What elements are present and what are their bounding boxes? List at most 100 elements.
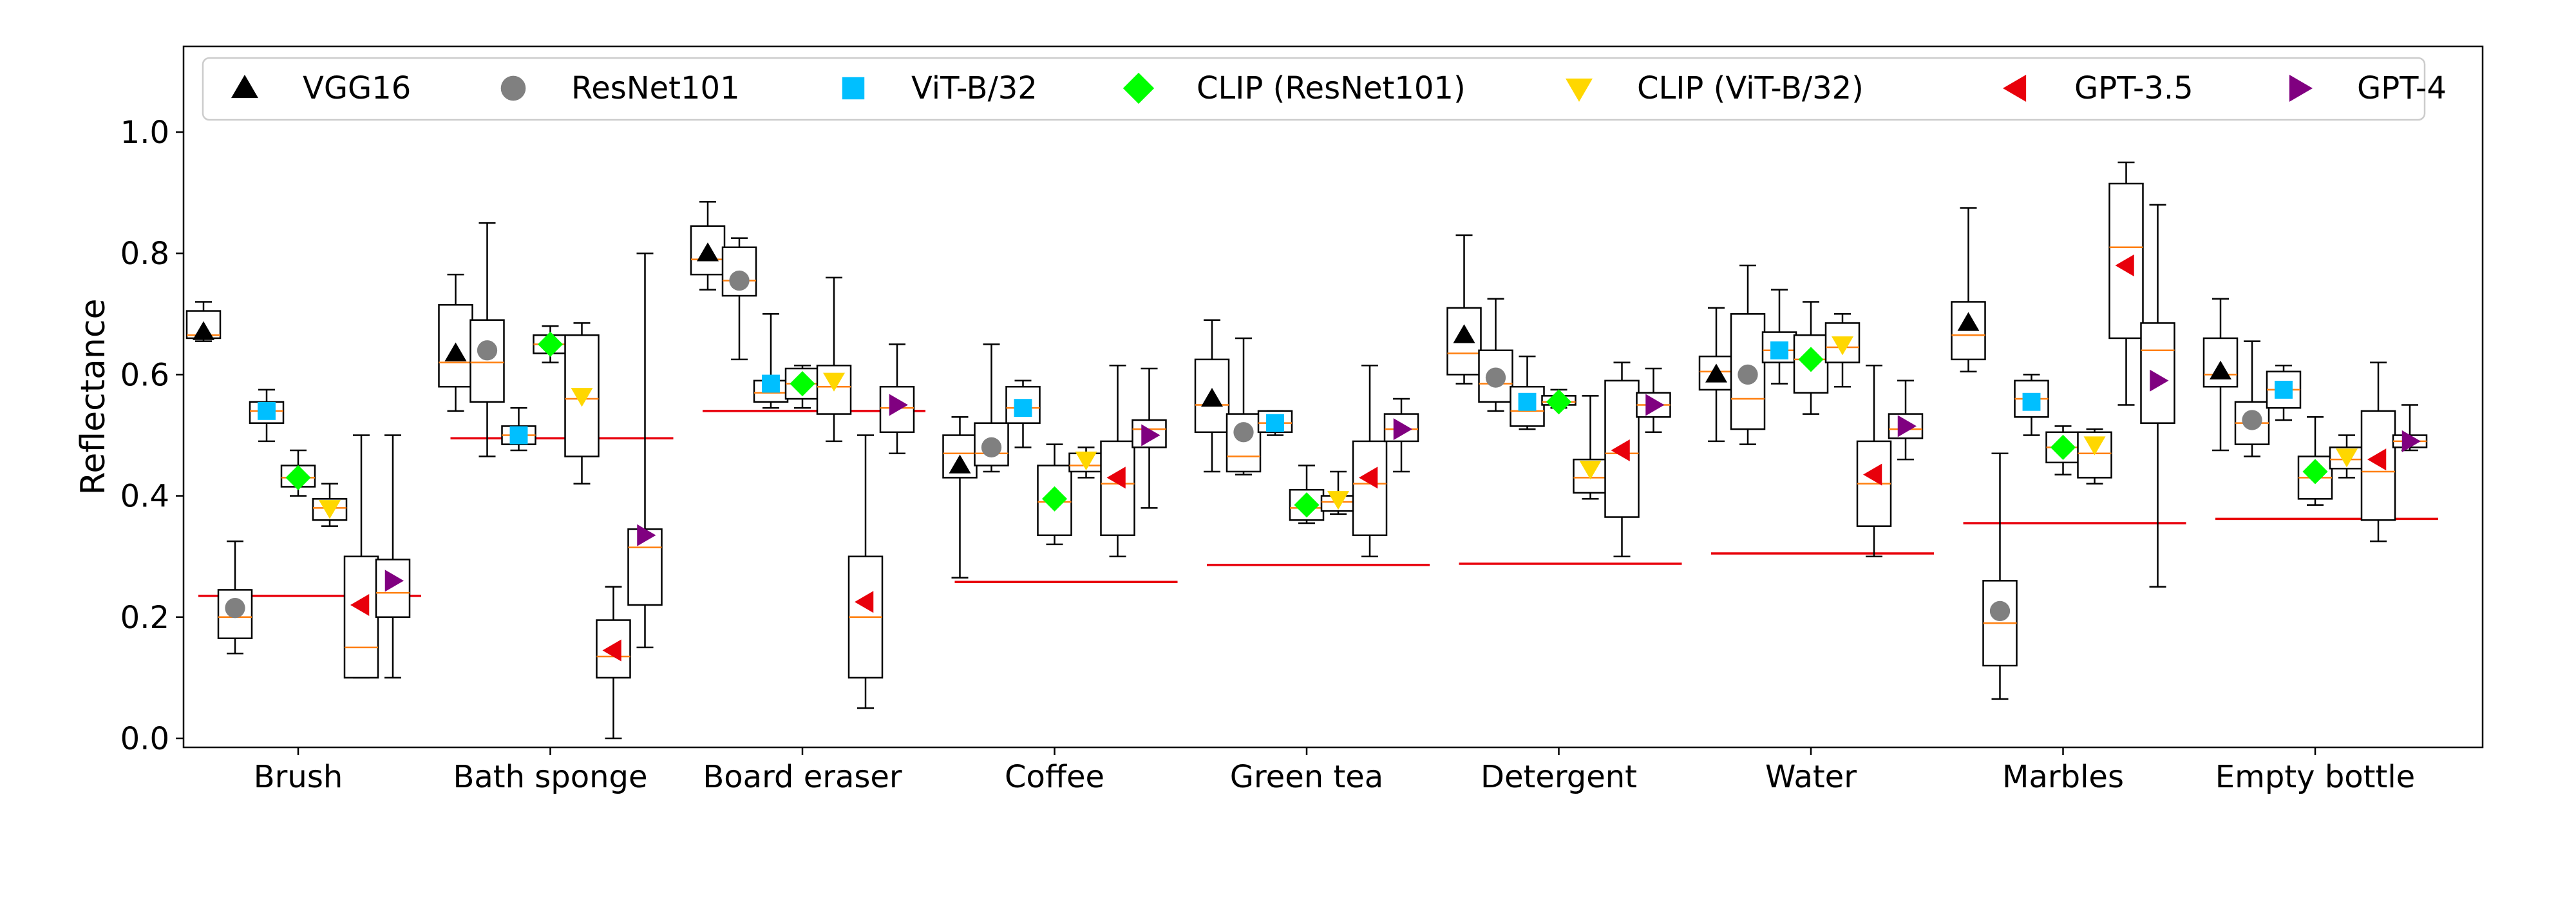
box-body: [2140, 322, 2175, 424]
x-tick-label: Brush: [254, 759, 343, 795]
legend-frame: [202, 57, 2426, 121]
marker-vit-b-32: [762, 374, 780, 393]
legend-marker-vgg16: [231, 75, 258, 99]
box-body: [469, 319, 505, 403]
marker-vgg16: [1453, 324, 1475, 343]
x-tick-label: Water: [1765, 759, 1857, 795]
marker-vit-b-32: [1518, 392, 1537, 411]
marker-clip-resnet101: [537, 331, 564, 357]
marker-vgg16: [193, 321, 214, 340]
y-tick-label: 0.6: [120, 357, 169, 393]
x-tick-label: Detergent: [1481, 759, 1637, 795]
legend: VGG16 ResNet101 ViT-B/32 CLIP (ResNet101) CL…: [202, 57, 2447, 121]
marker-clip-vit-b-32: [319, 500, 341, 519]
marker-vgg16: [1201, 388, 1223, 407]
plot-area: [185, 161, 2438, 740]
x-tick-label: Coffee: [1005, 759, 1104, 795]
legend-label: CLIP (ViT-B/32): [1637, 70, 1864, 106]
marker-gpt-4: [1393, 418, 1412, 441]
marker-vgg16: [1957, 312, 1980, 331]
legend-marker-clip-resnet101: [1122, 72, 1155, 104]
legend-label: VGG16: [303, 70, 411, 106]
box-resnet101: [1478, 298, 1513, 412]
marker-clip-resnet101: [790, 370, 815, 397]
box-gpt-3-5: [848, 434, 884, 709]
legend-marker-gpt-3-5: [2003, 75, 2027, 102]
box-gpt-4: [627, 252, 663, 649]
marker-vit-b-32: [1770, 341, 1788, 360]
marker-gpt-3-5: [1611, 439, 1630, 462]
marker-resnet101: [2242, 410, 2262, 430]
box-body: [1478, 349, 1513, 403]
marker-resnet101: [477, 340, 498, 361]
marker-clip-resnet101: [1546, 389, 1572, 415]
marker-vit-b-32: [2022, 392, 2041, 411]
marker-clip-vit-b-32: [823, 372, 845, 392]
marker-clip-resnet101: [285, 465, 311, 490]
box-body: [627, 528, 663, 606]
x-tick-label: Empty bottle: [2215, 759, 2415, 795]
box-vit-b-32: [2014, 374, 2049, 436]
marker-clip-vit-b-32: [571, 388, 593, 407]
box-body: [1226, 413, 1262, 473]
box-gpt-3-5: [1856, 365, 1892, 557]
legend-marker-clip-vit-b-32: [1566, 78, 1593, 102]
marker-clip-resnet101: [2302, 459, 2328, 485]
marker-resnet101: [729, 270, 750, 291]
marker-gpt-4: [1645, 394, 1665, 416]
legend-marker-gpt-4: [2289, 75, 2313, 102]
box-resnet101: [469, 222, 505, 457]
marker-gpt-4: [384, 570, 404, 592]
marker-vgg16: [2210, 360, 2231, 379]
marker-resnet101: [1233, 422, 1254, 443]
x-tick-label: Bath sponge: [453, 759, 647, 795]
legend-item-clip-vit-b-32: CLIP (ViT-B/32): [1566, 70, 1864, 106]
marker-vgg16: [444, 342, 467, 361]
marker-resnet101: [1738, 364, 1758, 385]
y-tick-label: 0.8: [120, 236, 169, 272]
x-tick-label: Green tea: [1230, 759, 1383, 795]
marker-clip-vit-b-32: [2083, 436, 2106, 456]
marker-clip-resnet101: [1041, 486, 1068, 512]
y-tick-label: 0.4: [120, 479, 169, 515]
legend-label: CLIP (ResNet101): [1197, 70, 1466, 106]
legend-item-resnet101: ResNet101: [500, 70, 740, 106]
marker-vgg16: [949, 454, 971, 474]
marker-vit-b-32: [258, 401, 276, 420]
legend-item-gpt-4: GPT-4: [2289, 70, 2447, 106]
box-gpt-3-5: [1352, 365, 1388, 557]
marker-gpt-3-5: [350, 593, 370, 616]
marker-clip-resnet101: [1294, 492, 1320, 518]
axes: 0.0 0.2 0.4 0.6 0.8 1.0 Brush Bath sponge Board …: [120, 115, 2416, 795]
legend-label: ResNet101: [571, 70, 740, 106]
marker-vit-b-32: [509, 426, 528, 445]
legend-item-gpt-3-5: GPT-3.5: [2003, 70, 2193, 106]
marker-clip-vit-b-32: [1579, 461, 1602, 480]
marker-gpt-3-5: [1106, 466, 1126, 489]
box-body: [375, 559, 411, 619]
y-tick-label: 1.0: [120, 115, 169, 151]
marker-gpt-3-5: [2367, 448, 2387, 471]
box-body: [1352, 440, 1388, 537]
marker-gpt-4: [2150, 369, 2169, 392]
marker-clip-vit-b-32: [1327, 491, 1349, 510]
box-gpt-4: [2140, 204, 2175, 588]
box-gpt-4: [375, 434, 411, 679]
y-axis-label: Reflectance: [74, 299, 113, 495]
box-vit-b-32: [1510, 355, 1545, 430]
marker-resnet101: [981, 437, 1002, 457]
marker-clip-vit-b-32: [1075, 451, 1097, 471]
marker-gpt-3-5: [602, 639, 621, 662]
marker-vit-b-32: [1014, 399, 1032, 417]
marker-resnet101: [1989, 600, 2011, 622]
marker-clip-vit-b-32: [2336, 448, 2358, 468]
marker-clip-resnet101: [1798, 347, 1824, 372]
marker-resnet101: [225, 598, 245, 619]
legend-label: GPT-4: [2357, 70, 2447, 106]
box-gpt-3-5: [343, 434, 379, 679]
legend-item-clip-resnet101: CLIP (ResNet101): [1122, 70, 1466, 106]
x-tick-label: Marbles: [2002, 759, 2124, 795]
marker-vgg16: [1705, 363, 1727, 383]
